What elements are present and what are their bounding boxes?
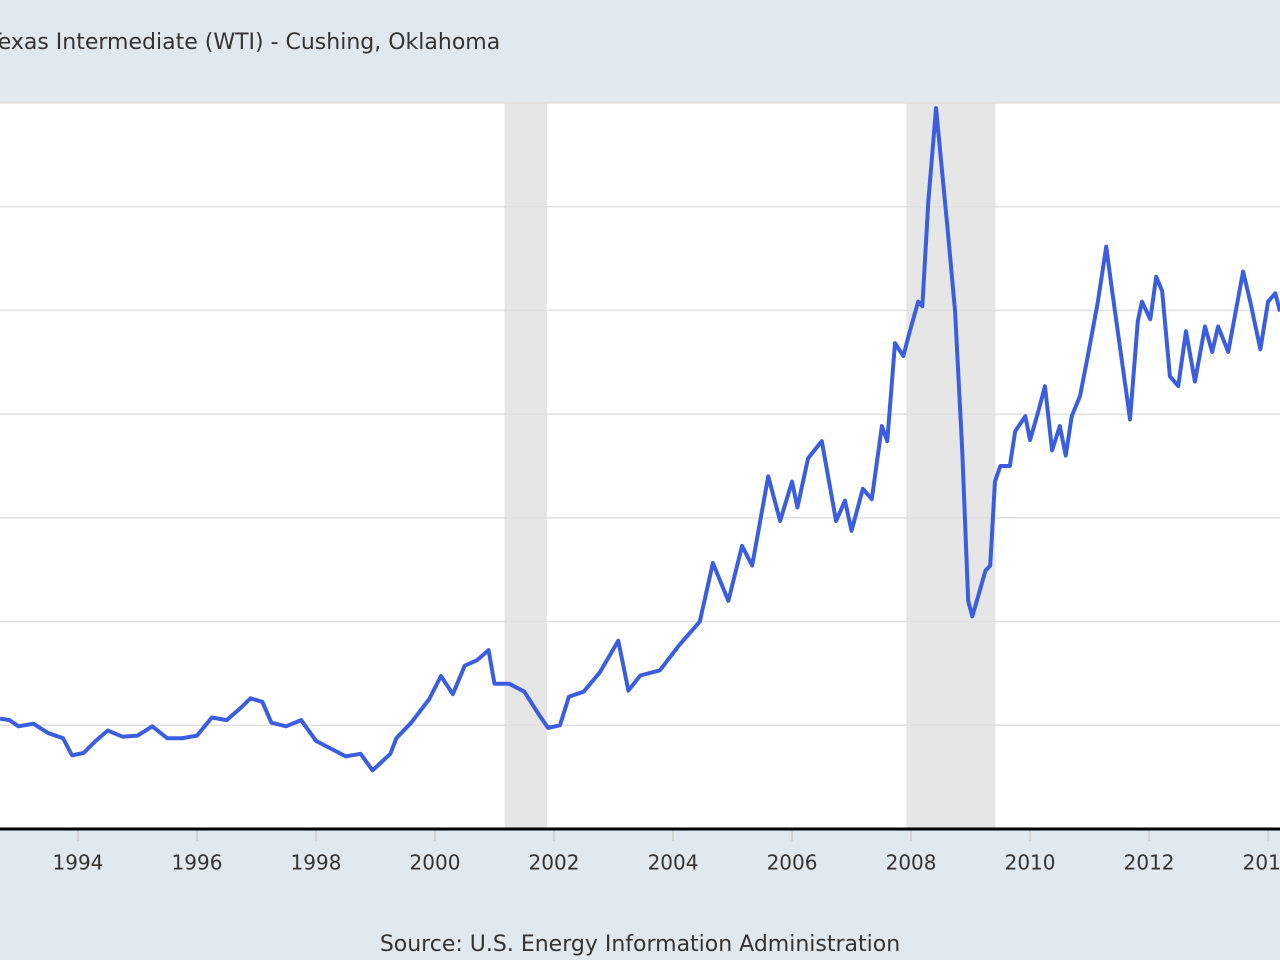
data-line [0,106,1280,773]
x-tick-label: 2010 [1005,851,1056,875]
x-tick-label: 2004 [648,851,699,875]
plot-area [0,103,1280,829]
x-tick-label: 2012 [1124,851,1175,875]
x-tick-label: 2000 [410,851,461,875]
recession-band [504,103,547,829]
chart-title: Texas Intermediate (WTI) - Cushing, Okla… [0,30,500,55]
x-tick-label: 1994 [53,851,104,875]
x-tick-label: 1996 [172,851,223,875]
recession-band [906,103,996,829]
x-tick-label: 2002 [529,851,580,875]
x-tick-label: 2014 [1243,851,1280,875]
source: Source: U.S. Energy Information Administ… [380,932,900,957]
x-tick-label: 2008 [886,851,937,875]
x-tick-label: 2006 [767,851,818,875]
x-tick-label: 1998 [291,851,342,875]
